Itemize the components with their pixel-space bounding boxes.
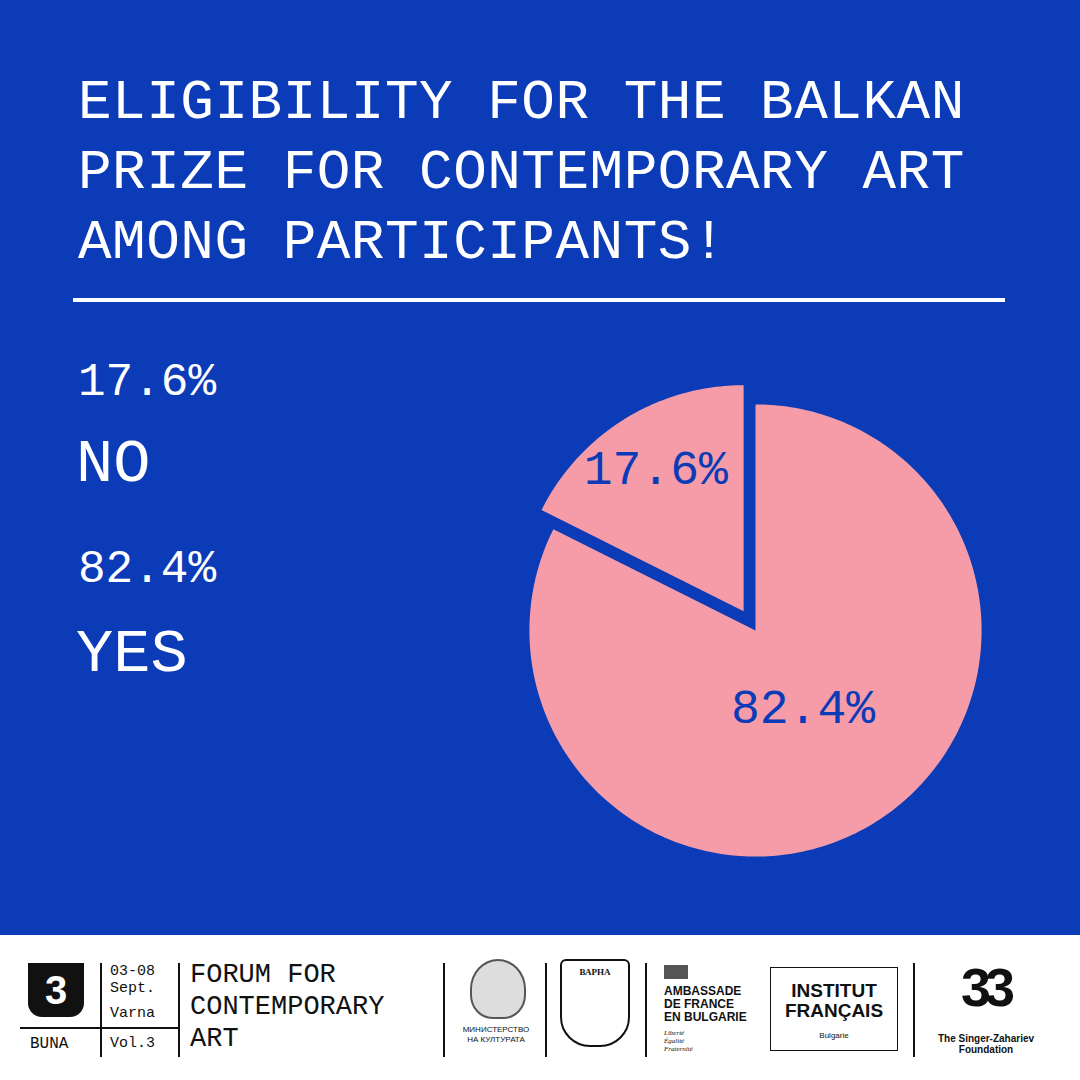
html-text:03-08 Sept.: 03-08 Sept.: [110, 963, 155, 997]
html-text:82.4%: 82.4%: [78, 544, 216, 596]
html-text:33: 33: [961, 957, 1009, 1017]
html-text:INSTITUT FRANÇAIS: INSTITUT FRANÇAIS: [784, 980, 884, 1021]
html-text:17.6%: 17.6%: [78, 357, 216, 409]
html-text:Vol.3: Vol.3: [110, 1035, 155, 1052]
html-text:YES: YES: [76, 619, 188, 690]
html-text:The Singer-Zahariev Foundation: The Singer-Zahariev Foundation: [937, 1033, 1035, 1055]
html-text:ELIGIBILITY FOR THE BALKAN PRI: ELIGIBILITY FOR THE BALKAN PRIZE FOR CON…: [78, 71, 965, 275]
html-text:NO: NO: [76, 429, 151, 500]
html-text:МИНИСТЕРСТВО НА КУЛТУРАТА: МИНИСТЕРСТВО НА КУЛТУРАТА: [462, 1025, 530, 1044]
svg-text:17.6%: 17.6%: [584, 444, 728, 498]
html-text:AMBASSADE DE FRANCE EN BULGARI: AMBASSADE DE FRANCE EN BULGARIE: [664, 984, 747, 1024]
html-text:Bulgarie: Bulgarie: [819, 1031, 849, 1040]
html-text:ВАРНА: ВАРНА: [579, 967, 611, 977]
html-text:BUNA: BUNA: [30, 1035, 69, 1053]
html-text:Varna: Varna: [110, 1005, 155, 1022]
html-text:FORUM FOR CONTEMPORARY ART: FORUM FOR CONTEMPORARY ART: [190, 960, 385, 1054]
html-text:Liberté Égalité Fraternité: Liberté Égalité Fraternité: [664, 1029, 693, 1053]
html-text:3: 3: [44, 968, 68, 1012]
svg-text:82.4%: 82.4%: [731, 683, 875, 737]
